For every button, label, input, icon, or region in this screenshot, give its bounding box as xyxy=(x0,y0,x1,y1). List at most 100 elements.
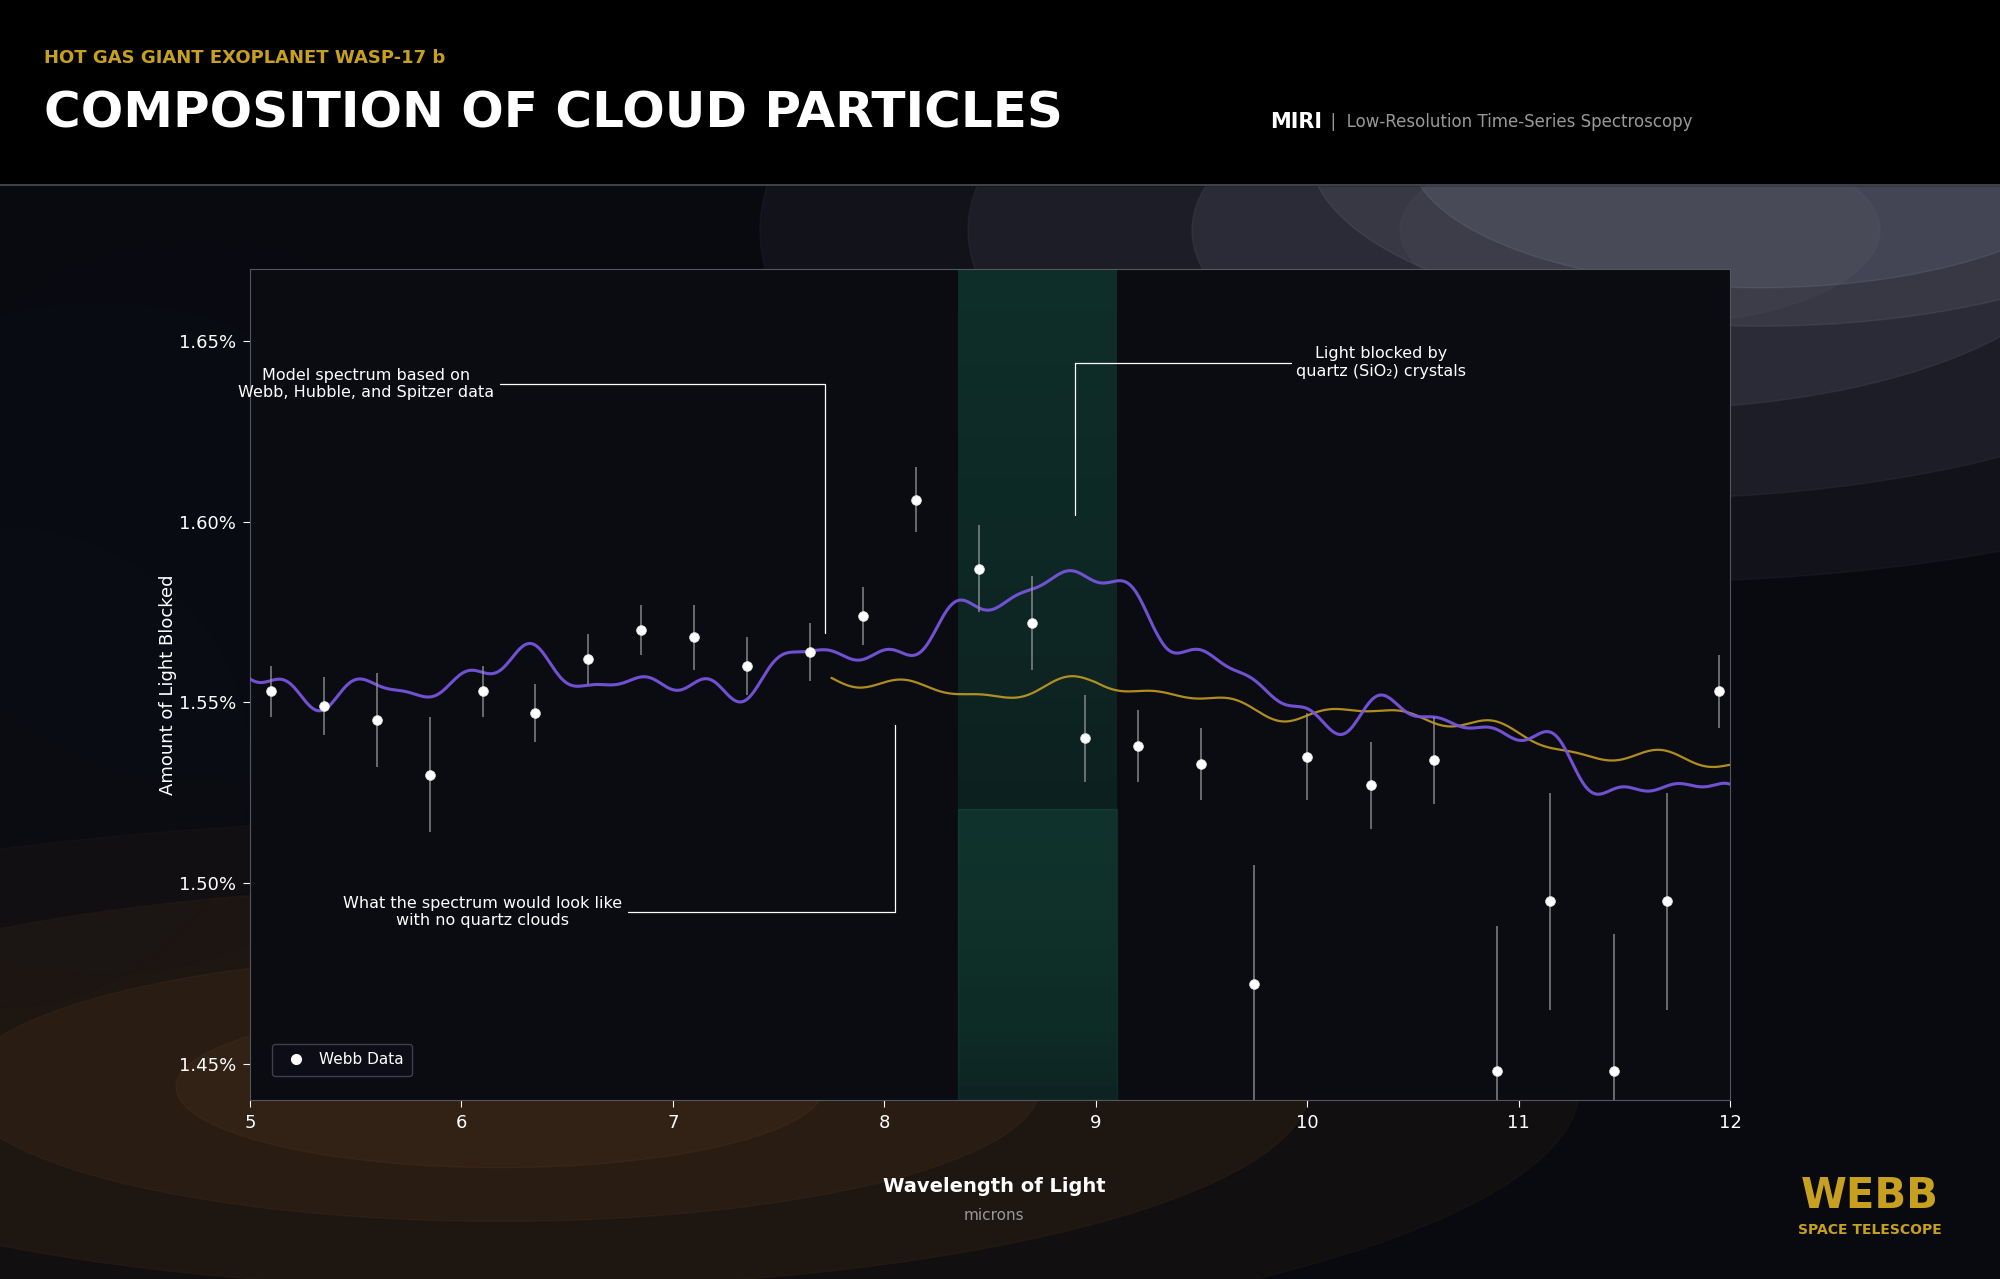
Point xyxy=(730,656,762,677)
Bar xyxy=(958,532,1116,546)
Ellipse shape xyxy=(1400,134,1880,326)
Bar xyxy=(958,739,1116,753)
Bar xyxy=(958,435,1116,449)
Bar xyxy=(958,297,1116,310)
Bar xyxy=(958,989,1116,1003)
Ellipse shape xyxy=(0,243,480,780)
Point xyxy=(1650,891,1682,912)
Point xyxy=(1016,613,1048,633)
Bar xyxy=(958,587,1116,601)
Text: WEBB: WEBB xyxy=(1802,1175,1938,1216)
Bar xyxy=(958,380,1116,393)
Text: HOT GAS GIANT EXOPLANET WASP-17 b: HOT GAS GIANT EXOPLANET WASP-17 b xyxy=(44,49,446,67)
Point xyxy=(1070,728,1102,748)
Ellipse shape xyxy=(0,527,250,1008)
Bar xyxy=(958,615,1116,629)
Point xyxy=(1418,749,1450,770)
Legend: Webb Data: Webb Data xyxy=(272,1044,412,1076)
Bar xyxy=(958,393,1116,407)
Bar xyxy=(958,504,1116,518)
Ellipse shape xyxy=(0,885,1310,1279)
Point xyxy=(1482,1060,1514,1081)
Bar xyxy=(958,934,1116,948)
Text: |  Low-Resolution Time-Series Spectroscopy: | Low-Resolution Time-Series Spectroscop… xyxy=(1320,113,1692,130)
Bar xyxy=(958,891,1116,906)
Text: Wavelength of Light: Wavelength of Light xyxy=(882,1178,1106,1196)
Point xyxy=(360,710,392,730)
Point xyxy=(1186,753,1218,774)
Bar xyxy=(958,684,1116,698)
Point xyxy=(1238,975,1270,995)
Point xyxy=(1534,891,1566,912)
Ellipse shape xyxy=(1410,19,2000,288)
Ellipse shape xyxy=(968,0,2000,499)
Point xyxy=(1704,682,1736,702)
Point xyxy=(1354,775,1386,796)
Point xyxy=(1598,1060,1630,1081)
Bar xyxy=(958,324,1116,338)
Bar xyxy=(958,920,1116,934)
Bar xyxy=(958,796,1116,808)
Ellipse shape xyxy=(1192,51,2000,409)
Ellipse shape xyxy=(760,0,2000,582)
Bar xyxy=(958,698,1116,712)
Point xyxy=(1292,747,1324,767)
Bar xyxy=(958,338,1116,352)
Ellipse shape xyxy=(176,1007,824,1168)
Bar xyxy=(958,1058,1116,1072)
Y-axis label: Amount of Light Blocked: Amount of Light Blocked xyxy=(158,574,176,794)
Point xyxy=(848,605,880,625)
Bar xyxy=(958,283,1116,297)
Bar xyxy=(958,822,1116,836)
Bar xyxy=(958,1072,1116,1086)
Bar xyxy=(958,767,1116,781)
Bar xyxy=(958,948,1116,962)
Point xyxy=(626,620,658,641)
Text: microns: microns xyxy=(964,1207,1024,1223)
Bar xyxy=(958,518,1116,532)
Text: What the spectrum would look like
with no quartz clouds: What the spectrum would look like with n… xyxy=(344,725,894,929)
Point xyxy=(414,765,446,785)
Bar xyxy=(958,352,1116,366)
Bar xyxy=(958,490,1116,504)
Bar xyxy=(958,906,1116,920)
Text: Model spectrum based on
Webb, Hubble, and Spitzer data: Model spectrum based on Webb, Hubble, an… xyxy=(238,368,826,633)
Bar xyxy=(958,310,1116,324)
Text: MIRI: MIRI xyxy=(1270,111,1322,132)
Point xyxy=(572,648,604,669)
Point xyxy=(900,490,932,510)
Text: COMPOSITION OF CLOUD PARTICLES: COMPOSITION OF CLOUD PARTICLES xyxy=(44,90,1062,138)
Bar xyxy=(958,629,1116,642)
Bar xyxy=(958,781,1116,796)
Bar xyxy=(958,810,1116,1100)
Point xyxy=(466,682,498,702)
Bar xyxy=(958,476,1116,490)
Bar xyxy=(958,1045,1116,1058)
Text: Light blocked by
quartz (SiO₂) crystals: Light blocked by quartz (SiO₂) crystals xyxy=(1074,347,1466,515)
Point xyxy=(256,682,288,702)
Bar xyxy=(958,601,1116,615)
Bar xyxy=(958,865,1116,879)
Bar xyxy=(958,463,1116,476)
Point xyxy=(520,703,552,724)
Bar xyxy=(958,712,1116,725)
Point xyxy=(794,642,826,663)
Point xyxy=(308,696,340,716)
Bar xyxy=(958,851,1116,865)
Bar xyxy=(958,546,1116,559)
Bar xyxy=(958,836,1116,851)
Point xyxy=(678,627,710,647)
Point xyxy=(964,559,996,579)
Bar xyxy=(958,1003,1116,1017)
Bar xyxy=(958,656,1116,670)
Bar xyxy=(958,975,1116,989)
Bar xyxy=(958,753,1116,767)
Bar xyxy=(958,725,1116,739)
Bar xyxy=(958,269,1116,283)
Bar xyxy=(958,1017,1116,1031)
Bar xyxy=(958,421,1116,435)
Bar xyxy=(958,449,1116,463)
Bar xyxy=(958,1086,1116,1100)
Bar xyxy=(958,559,1116,573)
Ellipse shape xyxy=(0,304,450,975)
